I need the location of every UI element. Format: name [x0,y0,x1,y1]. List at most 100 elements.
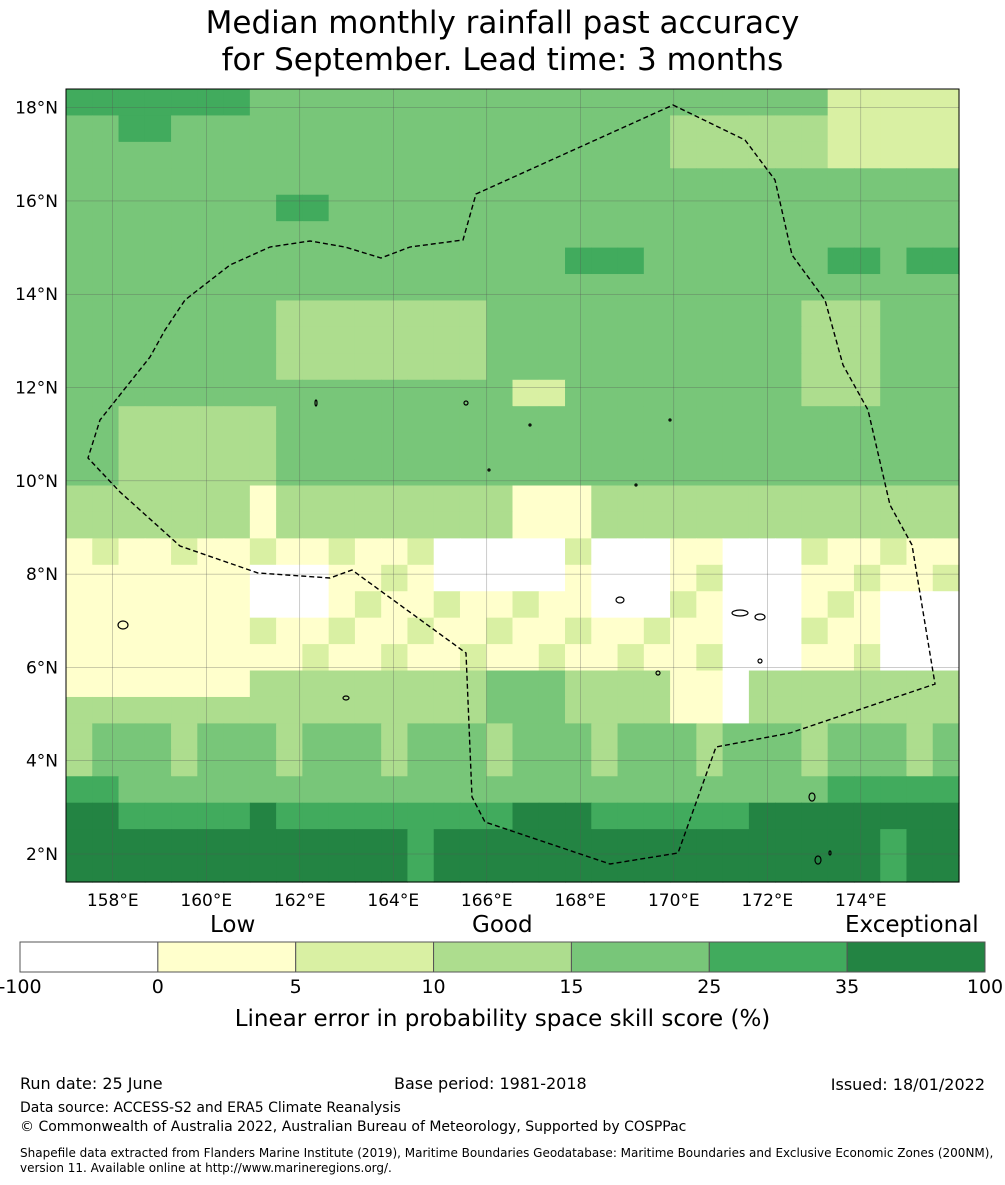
skill-cell [302,326,330,354]
skill-cell [223,511,251,539]
skill-cell [538,564,566,592]
skill-cell [276,353,303,381]
data-source: Data source: ACCESS-S2 and ERA5 Climate … [20,1100,401,1116]
colorbar-swatch [433,941,572,973]
skill-cell [433,617,461,645]
skill-cell [92,379,120,407]
skill-cell [775,855,803,883]
skill-cell [565,459,592,487]
skill-cell [144,485,172,513]
skill-cell [276,459,303,487]
skill-cell [827,670,855,698]
skill-cell [617,326,645,354]
skill-cell [92,696,120,724]
skill-cell [643,141,671,169]
skill-cell [171,749,198,777]
skill-cell [722,459,750,487]
colorbar-axis-label: Linear error in probability space skill … [234,1006,771,1032]
skill-cell [932,141,960,169]
skill-cell [144,538,172,566]
island-outline [463,400,469,406]
skill-cell [853,855,881,883]
skill-cell [748,644,776,672]
skill-cell [486,591,514,619]
skill-cell [197,511,225,539]
skill-cell [459,406,487,434]
skill-cell [486,379,514,407]
skill-cell [381,459,409,487]
skill-cell [144,379,172,407]
skill-cell [354,406,382,434]
skill-cell [407,670,435,698]
skill-cell [670,538,697,566]
skill-cell [223,274,251,302]
skill-cell [748,855,776,883]
skill-cell [66,406,93,434]
skill-cell [66,723,93,751]
skill-cell [302,802,330,830]
skill-cell [302,379,330,407]
skill-cell [92,168,120,196]
skill-cell [171,326,198,354]
skill-cell [932,802,960,830]
skill-cell [906,274,934,302]
skill-cell [591,432,619,460]
skill-cell [565,485,592,513]
skill-cell [722,511,750,539]
skill-cell [643,459,671,487]
skill-cell [880,459,908,487]
skill-cell [407,221,435,249]
skill-cell [223,723,251,751]
island-outline [731,609,749,617]
skill-cell [223,696,251,724]
skill-cell [433,591,461,619]
skill-cell [932,723,960,751]
skill-cell [538,168,566,196]
skill-cell [748,617,776,645]
skill-cell [617,617,645,645]
skill-cell [512,300,540,328]
skill-cell [197,749,225,777]
skill-cell [249,89,277,117]
skill-cell [354,379,382,407]
skill-cell [92,89,120,117]
skill-cell [696,564,724,592]
island-outline [634,483,638,487]
skill-cell [906,749,934,777]
skill-cell [880,326,908,354]
skill-cell [880,168,908,196]
skill-cell [696,670,724,698]
skill-cell [853,115,881,143]
skill-cell [381,353,409,381]
skill-cell [486,802,514,830]
skill-cell [748,326,776,354]
skill-cell [932,459,960,487]
skill-cell [433,89,461,117]
skill-cell [775,591,803,619]
skill-cell [118,802,146,830]
skill-cell [302,168,330,196]
skill-cell [197,459,225,487]
skill-cell [144,274,172,302]
colorbar-swatch [570,941,710,973]
skill-cell [906,829,934,857]
skill-cell [853,459,881,487]
skill-cell [433,696,461,724]
skill-cell [486,855,514,883]
skill-cell [801,300,829,328]
skill-cell [223,802,251,830]
skill-cell [433,829,461,857]
skill-cell [565,300,592,328]
skill-cell [197,723,225,751]
skill-cell [381,644,409,672]
skill-cell [459,168,487,196]
longitude-label: 170°E [648,891,700,911]
skill-cell [775,538,803,566]
skill-cell [302,538,330,566]
skill-cell [328,141,356,169]
skill-cell [223,89,251,117]
skill-cell [853,221,881,249]
skill-cell [775,300,803,328]
skill-cell [748,194,776,222]
island-outline [487,468,491,472]
